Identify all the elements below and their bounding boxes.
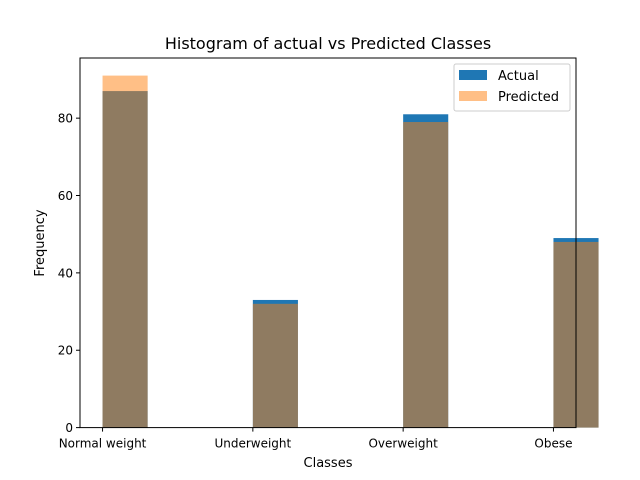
y-axis-ticks: 0 20 40 60 80 <box>58 112 80 435</box>
x-tick-label: Underweight <box>214 437 291 451</box>
legend-label-actual: Actual <box>498 69 539 84</box>
x-tick-label: Obese <box>534 437 572 451</box>
bar-predicted-overweight <box>403 122 449 428</box>
legend: Actual Predicted <box>453 63 571 112</box>
y-axis-label: Frequency <box>33 209 48 276</box>
bar-predicted-underweight <box>252 303 298 428</box>
y-tick-label: 20 <box>58 344 73 358</box>
legend-swatch-predicted <box>459 91 487 101</box>
y-tick-label: 60 <box>58 189 73 203</box>
y-tick-label: 40 <box>58 266 73 280</box>
chart-title: Histogram of actual vs Predicted Classes <box>165 34 491 53</box>
y-tick-label: 0 <box>65 421 73 435</box>
x-tick-label: Overweight <box>368 437 438 451</box>
plot-frame <box>79 57 577 429</box>
legend-swatch-actual <box>459 70 487 80</box>
legend-label-predicted: Predicted <box>498 90 559 105</box>
bar-predicted-normal-weight <box>102 75 148 428</box>
x-axis-label: Classes <box>304 456 353 471</box>
y-tick-label: 80 <box>58 112 73 126</box>
x-tick-label: Normal weight <box>59 437 147 451</box>
x-axis-ticks: Normal weight Underweight Overweight Obese <box>59 427 573 451</box>
